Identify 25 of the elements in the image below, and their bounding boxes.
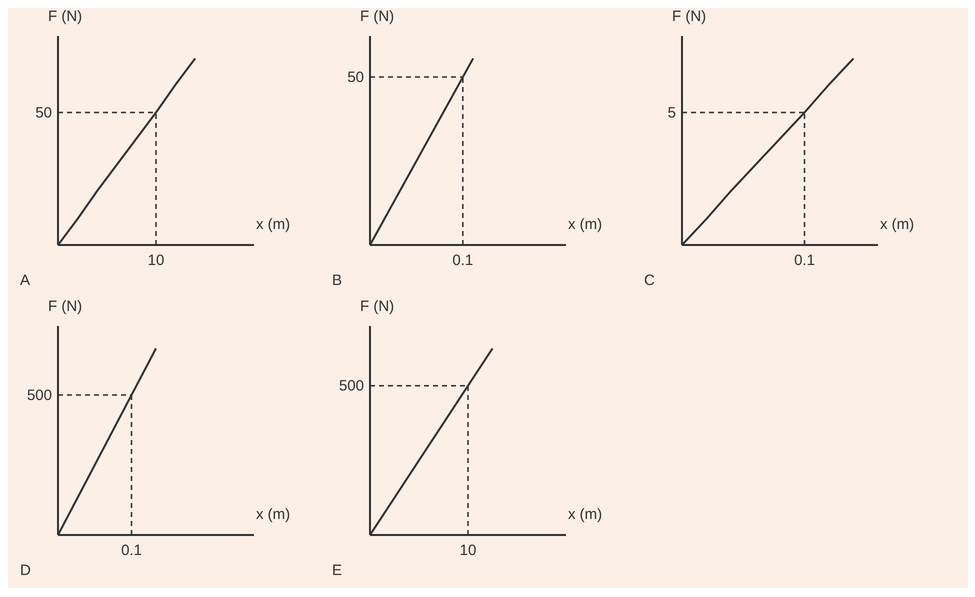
x-axis-title: x (m)	[256, 506, 290, 523]
text: E	[332, 562, 342, 579]
y-axis-title: F (N)	[48, 8, 82, 25]
text: 500	[338, 378, 364, 395]
text: C	[644, 272, 655, 289]
text: 0.1	[452, 252, 474, 269]
text: B	[332, 272, 342, 289]
y-axis-title: F (N)	[360, 8, 394, 25]
y-axis-title: F (N)	[360, 298, 394, 315]
text: 10	[148, 252, 164, 269]
text: A	[20, 272, 30, 289]
text: 500	[26, 387, 52, 404]
x-axis-title: x (m)	[568, 506, 602, 523]
x-axis-title: x (m)	[256, 216, 290, 233]
text: 0.1	[121, 542, 142, 559]
x-axis-title: x (m)	[568, 216, 602, 233]
text: 50	[347, 69, 364, 86]
y-axis-title: F (N)	[48, 298, 82, 315]
text: 5	[668, 104, 676, 122]
text: 0.1	[794, 252, 815, 269]
y-axis-title: F (N)	[672, 8, 706, 25]
text: D	[20, 562, 31, 579]
x-axis-title: x (m)	[880, 216, 914, 233]
text: 10	[460, 542, 476, 559]
text: 50	[35, 104, 52, 122]
